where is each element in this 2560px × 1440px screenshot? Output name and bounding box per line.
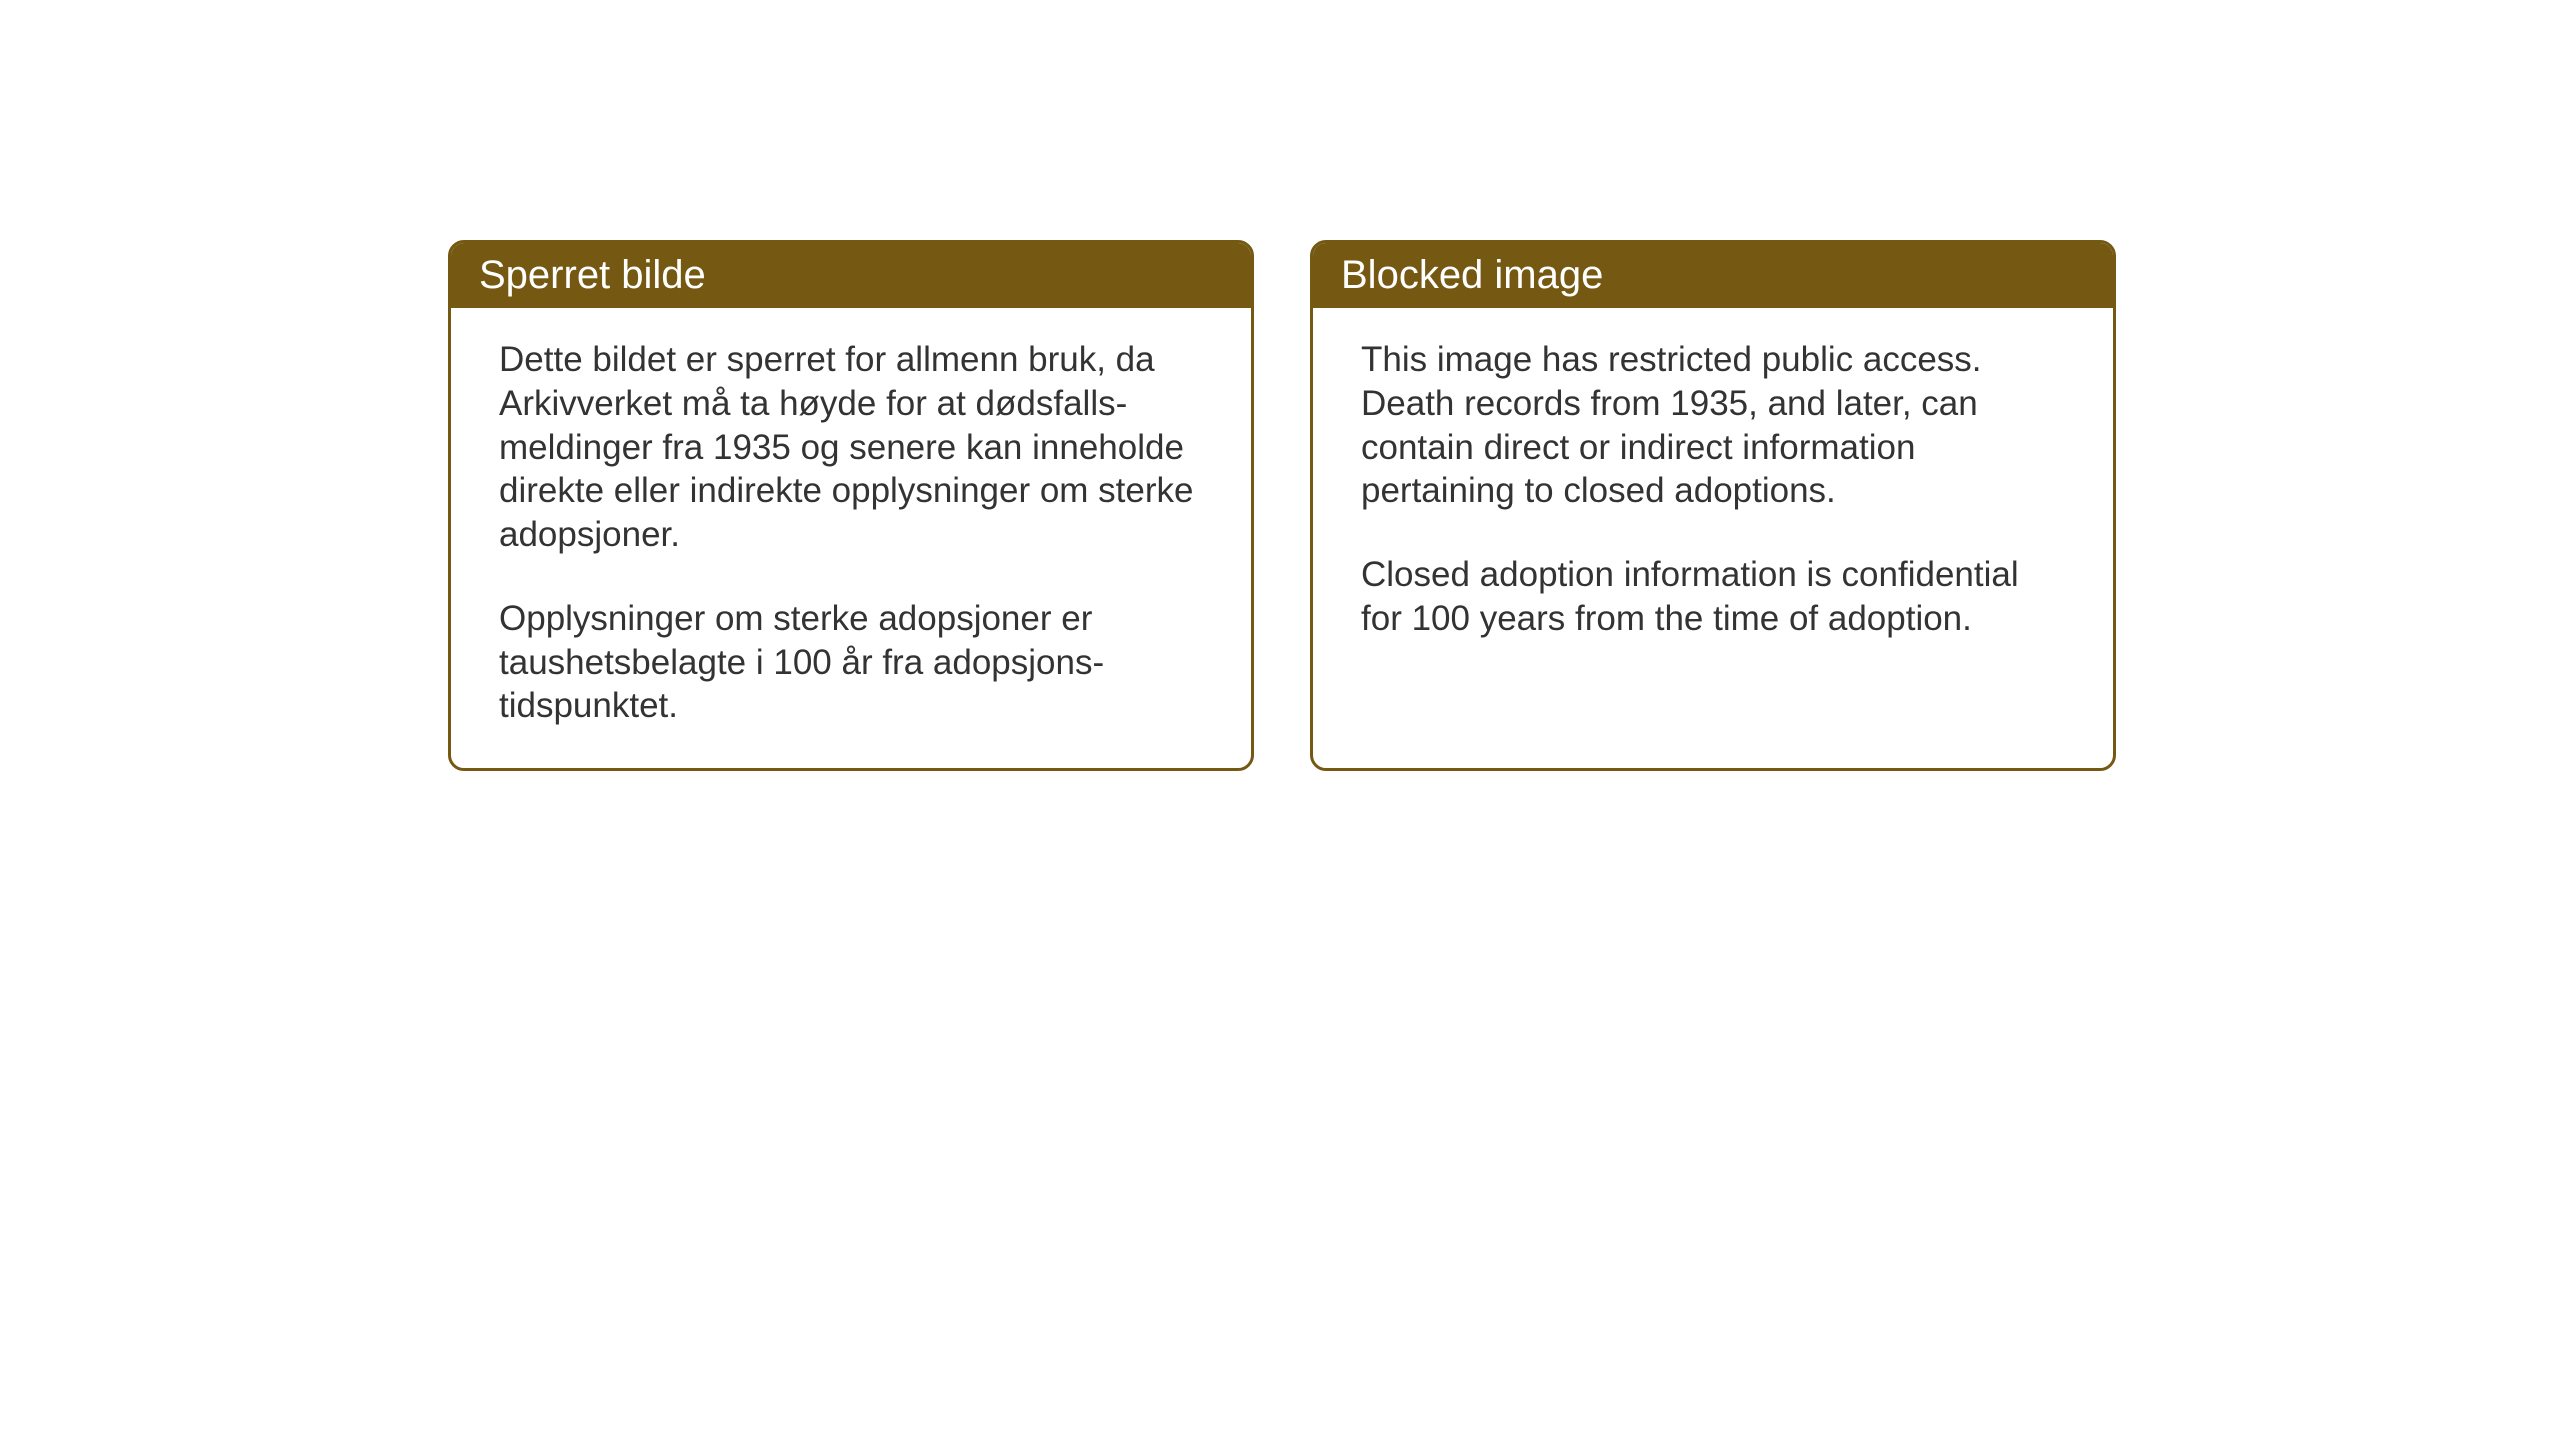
norwegian-card: Sperret bilde Dette bildet er sperret fo… — [448, 240, 1254, 771]
norwegian-paragraph-1: Dette bildet er sperret for allmenn bruk… — [499, 338, 1203, 557]
norwegian-card-header: Sperret bilde — [451, 243, 1251, 308]
english-paragraph-1: This image has restricted public access.… — [1361, 338, 2065, 513]
cards-container: Sperret bilde Dette bildet er sperret fo… — [448, 240, 2116, 771]
norwegian-card-title: Sperret bilde — [479, 253, 706, 297]
english-paragraph-2: Closed adoption information is confident… — [1361, 553, 2065, 641]
english-card: Blocked image This image has restricted … — [1310, 240, 2116, 771]
english-card-header: Blocked image — [1313, 243, 2113, 308]
english-card-body: This image has restricted public access.… — [1313, 308, 2113, 748]
norwegian-paragraph-2: Opplysninger om sterke adopsjoner er tau… — [499, 597, 1203, 728]
norwegian-card-body: Dette bildet er sperret for allmenn bruk… — [451, 308, 1251, 768]
english-card-title: Blocked image — [1341, 253, 1603, 297]
